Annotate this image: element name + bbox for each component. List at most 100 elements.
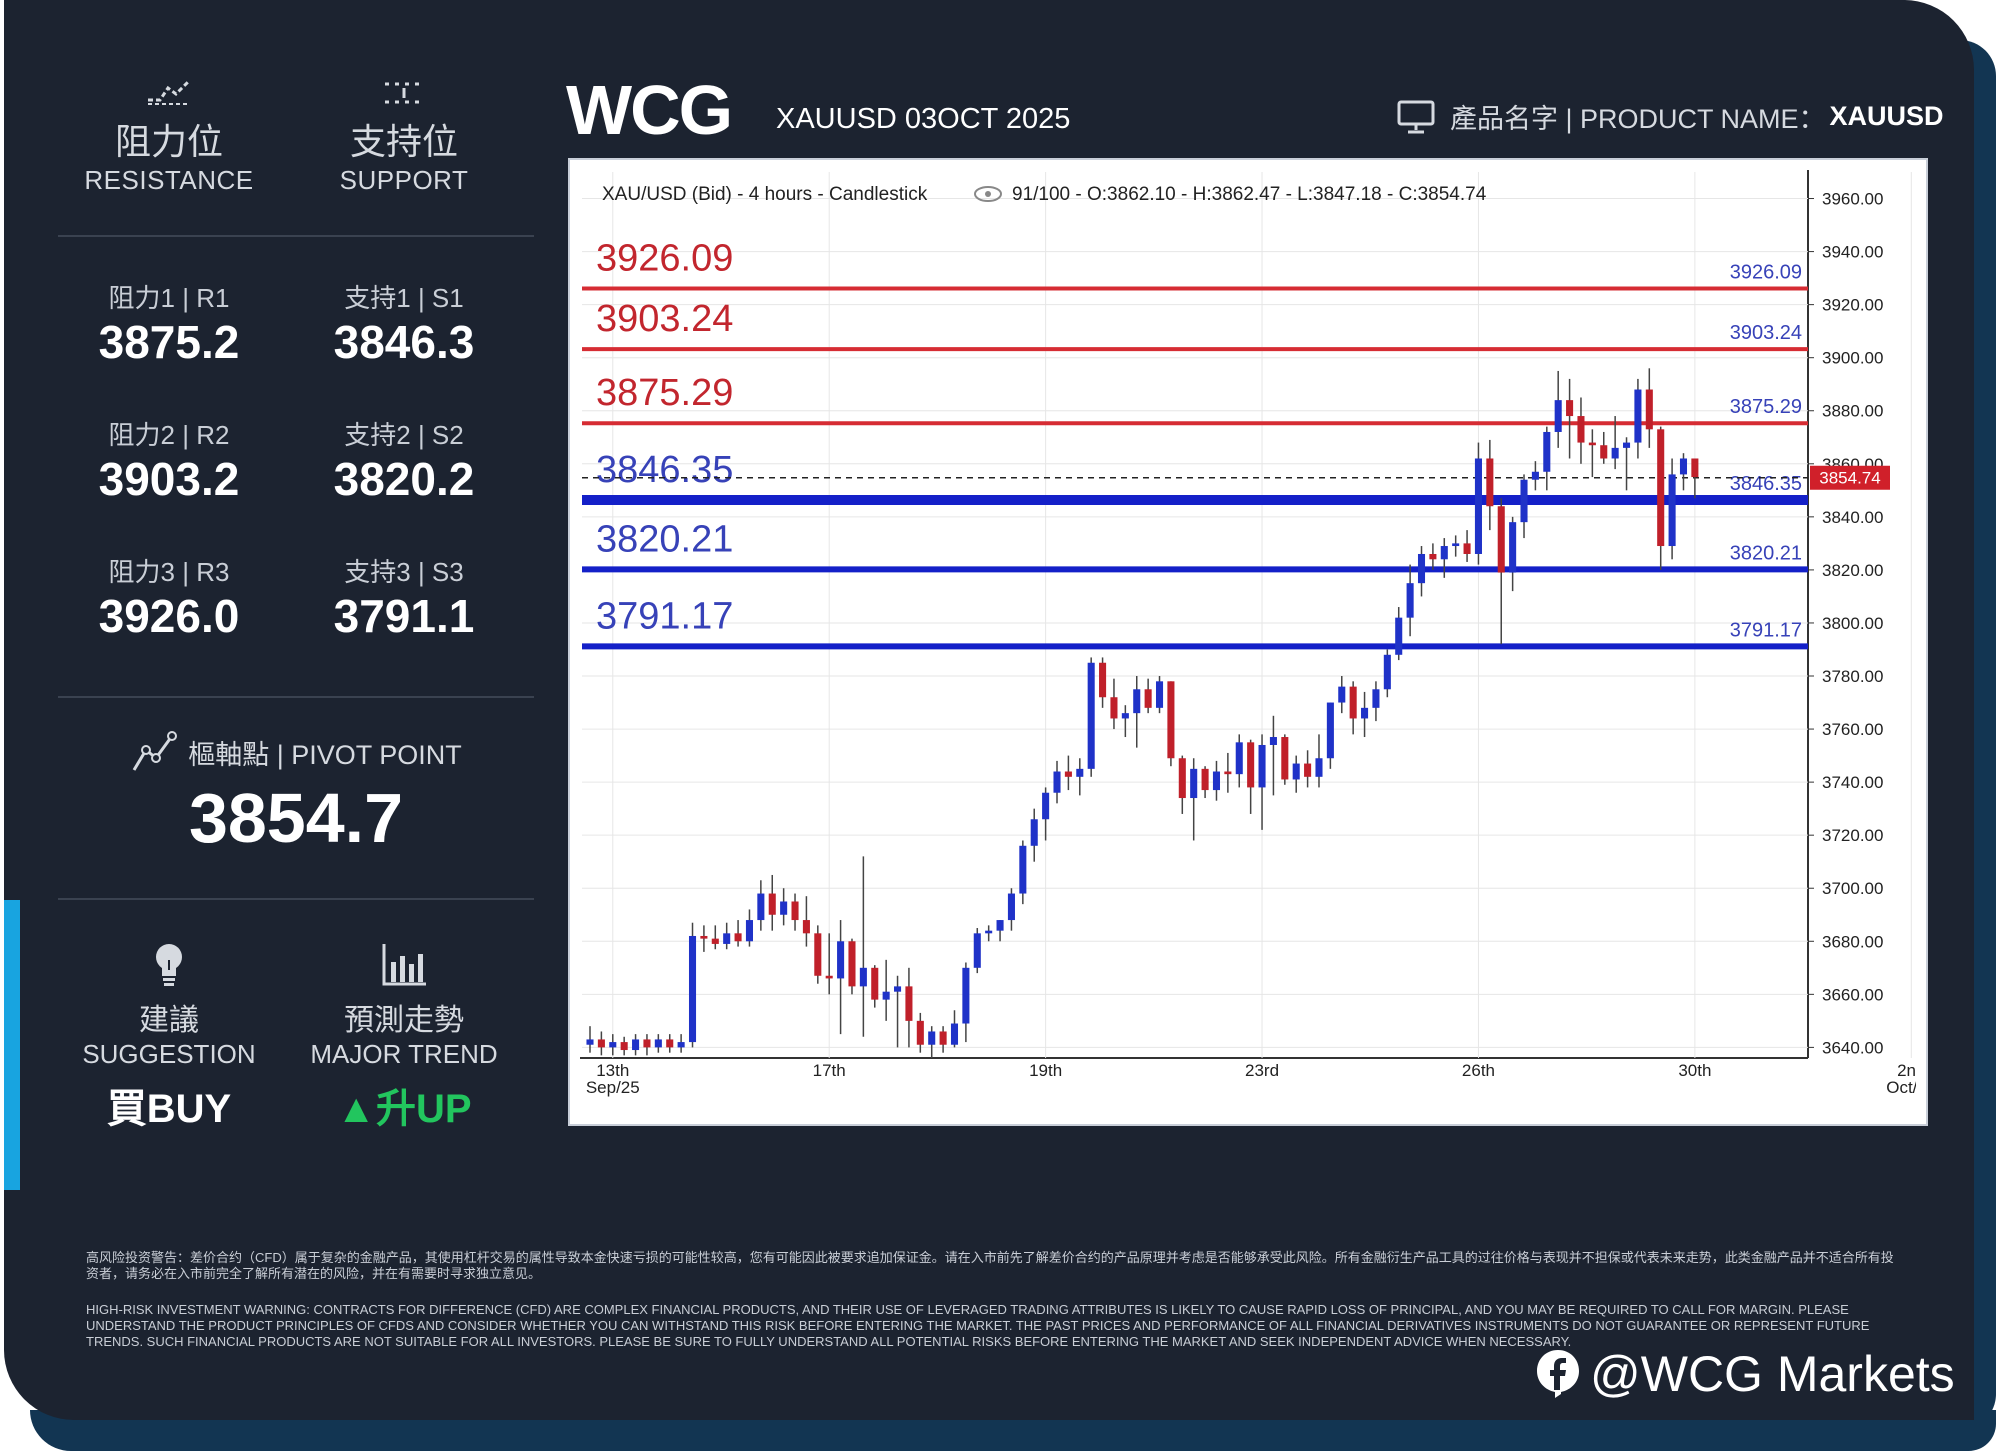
candle-body <box>711 938 719 944</box>
y-tick-label: 3720.00 <box>1822 826 1883 845</box>
candle-body <box>1679 458 1688 475</box>
candle-body <box>643 1039 651 1048</box>
x-tick-label: 30th <box>1678 1061 1711 1080</box>
y-tick-label: 3660.00 <box>1822 985 1883 1004</box>
candle-body <box>1167 681 1175 759</box>
level-label-left: 3846.35 <box>596 449 733 491</box>
candle-body <box>1588 442 1596 446</box>
r2-label: 阻力2 | R2 <box>108 420 230 450</box>
candle-body <box>1155 681 1164 708</box>
candle-body <box>1383 654 1391 690</box>
level-label-right: 3846.35 <box>1730 473 1802 495</box>
candle-body <box>882 991 890 1000</box>
candle-body <box>1509 522 1517 573</box>
s1-value: 3846.3 <box>333 316 475 368</box>
candle-body <box>950 1023 959 1045</box>
candle-body <box>1600 445 1608 459</box>
candle-body <box>677 1042 685 1048</box>
candle-body <box>632 1039 640 1051</box>
candle-body <box>700 935 708 939</box>
y-tick-label: 3840.00 <box>1822 508 1883 527</box>
candle-body <box>586 1039 594 1045</box>
s3-label: 支持3 | S3 <box>344 557 464 587</box>
candle-body <box>905 986 913 1021</box>
chart-frame: 3926.09 3926.09 3903.24 3903.24 3875.29 3875.… <box>568 158 1928 1126</box>
x-tick-label: 19th <box>1029 1061 1062 1080</box>
level-label-left: 3903.24 <box>596 298 733 340</box>
pivot-label: 樞軸點 | PIVOT POINT <box>188 739 462 770</box>
pivot-value: 3854.7 <box>188 779 404 857</box>
y-tick-label: 3960.00 <box>1822 190 1883 209</box>
resistance-header: 阻力位 RESISTANCE <box>64 78 274 196</box>
product-label: 產品名字 | PRODUCT NAME： <box>1450 104 1826 134</box>
resistance-icon <box>148 80 190 105</box>
candle-body <box>1611 447 1619 459</box>
resistance-header-cn: 阻力位 <box>114 121 223 162</box>
y-tick-label: 3900.00 <box>1822 349 1883 368</box>
candle-body <box>734 933 742 942</box>
support-header-cn: 支持位 <box>349 121 458 162</box>
current-price-label: 3854.74 <box>1819 469 1880 488</box>
candle-body <box>859 967 867 987</box>
candlestick-chart[interactable]: 3926.09 3926.09 3903.24 3903.24 3875.29 3875.… <box>580 170 1916 1114</box>
candle-body <box>666 1039 674 1048</box>
candle-body <box>1235 742 1243 775</box>
x-tick-label: 17th <box>813 1061 846 1080</box>
s3-value: 3791.1 <box>333 590 475 642</box>
candle-body <box>745 920 753 942</box>
candle-body <box>939 1031 947 1045</box>
y-tick-label: 3820.00 <box>1822 561 1883 580</box>
candle-body <box>1668 474 1676 547</box>
r3-block: 阻力3 | R3 3926.0 <box>64 552 274 643</box>
monitor-icon <box>1397 100 1435 133</box>
candle-body <box>609 1042 617 1048</box>
trend-block: 預測走勢 MAJOR TREND ▲升UP <box>299 940 509 1134</box>
candle-body <box>1520 479 1528 523</box>
candle-body <box>768 893 776 915</box>
x-tick-label: 23rd <box>1245 1061 1279 1080</box>
candle-body <box>1099 662 1107 698</box>
bar-chart-icon <box>382 944 426 986</box>
candle-body <box>1212 771 1221 791</box>
x-tick-sublabel: Oct/25 <box>1886 1078 1916 1097</box>
social-handle-text: @WCG Markets <box>1590 1346 1955 1402</box>
r1-label: 阻力1 | R1 <box>108 283 230 313</box>
support-icon <box>385 82 423 104</box>
candle-body <box>1429 553 1437 560</box>
candle-body <box>1577 416 1585 443</box>
y-tick-label: 3780.00 <box>1822 667 1883 686</box>
chart-ohlc: 91/100 - O:3862.10 - H:3862.47 - L:3847.… <box>1012 184 1487 205</box>
r1-block: 阻力1 | R1 3875.2 <box>64 278 274 369</box>
candle-body <box>1292 763 1300 780</box>
candle-body <box>894 986 902 992</box>
s3-block: 支持3 | S3 3791.1 <box>299 552 509 643</box>
candle-body <box>620 1042 628 1051</box>
candle-body <box>1623 442 1631 448</box>
suggestion-block: 建議 SUGGESTION 買BUY <box>64 940 274 1134</box>
candle-body <box>757 893 765 921</box>
y-tick-label: 3880.00 <box>1822 402 1883 421</box>
candle-body <box>1566 400 1574 417</box>
y-tick-label: 3700.00 <box>1822 879 1883 898</box>
logo-text: WCG <box>566 71 733 149</box>
divider <box>58 898 534 900</box>
candle-body <box>1543 431 1551 472</box>
disclaimer-cn: 高风险投资警告：差价合约（CFD）属于复杂的金融产品，其使用杠杆交易的属性导致本… <box>86 1250 1894 1281</box>
r3-value: 3926.0 <box>98 590 240 642</box>
candle-body <box>985 930 993 934</box>
support-header: 支持位 SUPPORT <box>299 78 509 196</box>
social-handle[interactable]: @WCG Markets <box>1534 1345 1955 1403</box>
candle-body <box>825 975 833 979</box>
candle-body <box>814 933 822 976</box>
y-tick-label: 3800.00 <box>1822 614 1883 633</box>
candle-body <box>1258 744 1266 788</box>
r2-value: 3903.2 <box>98 453 240 505</box>
facebook-icon <box>1537 1350 1579 1398</box>
report-subtitle: XAUUSD 03OCT 2025 <box>776 103 1071 135</box>
up-triangle-icon: ▲ <box>336 1087 376 1131</box>
candle-body <box>1110 697 1118 719</box>
chart-header: XAU/USD (Bid) - 4 hours - Candlestick <box>602 184 928 205</box>
level-lines: 3926.09 3926.09 3903.24 3903.24 3875.29 3875.… <box>582 237 1808 650</box>
candle-body <box>1634 389 1642 443</box>
x-tick-label: 2nd <box>1897 1061 1916 1080</box>
